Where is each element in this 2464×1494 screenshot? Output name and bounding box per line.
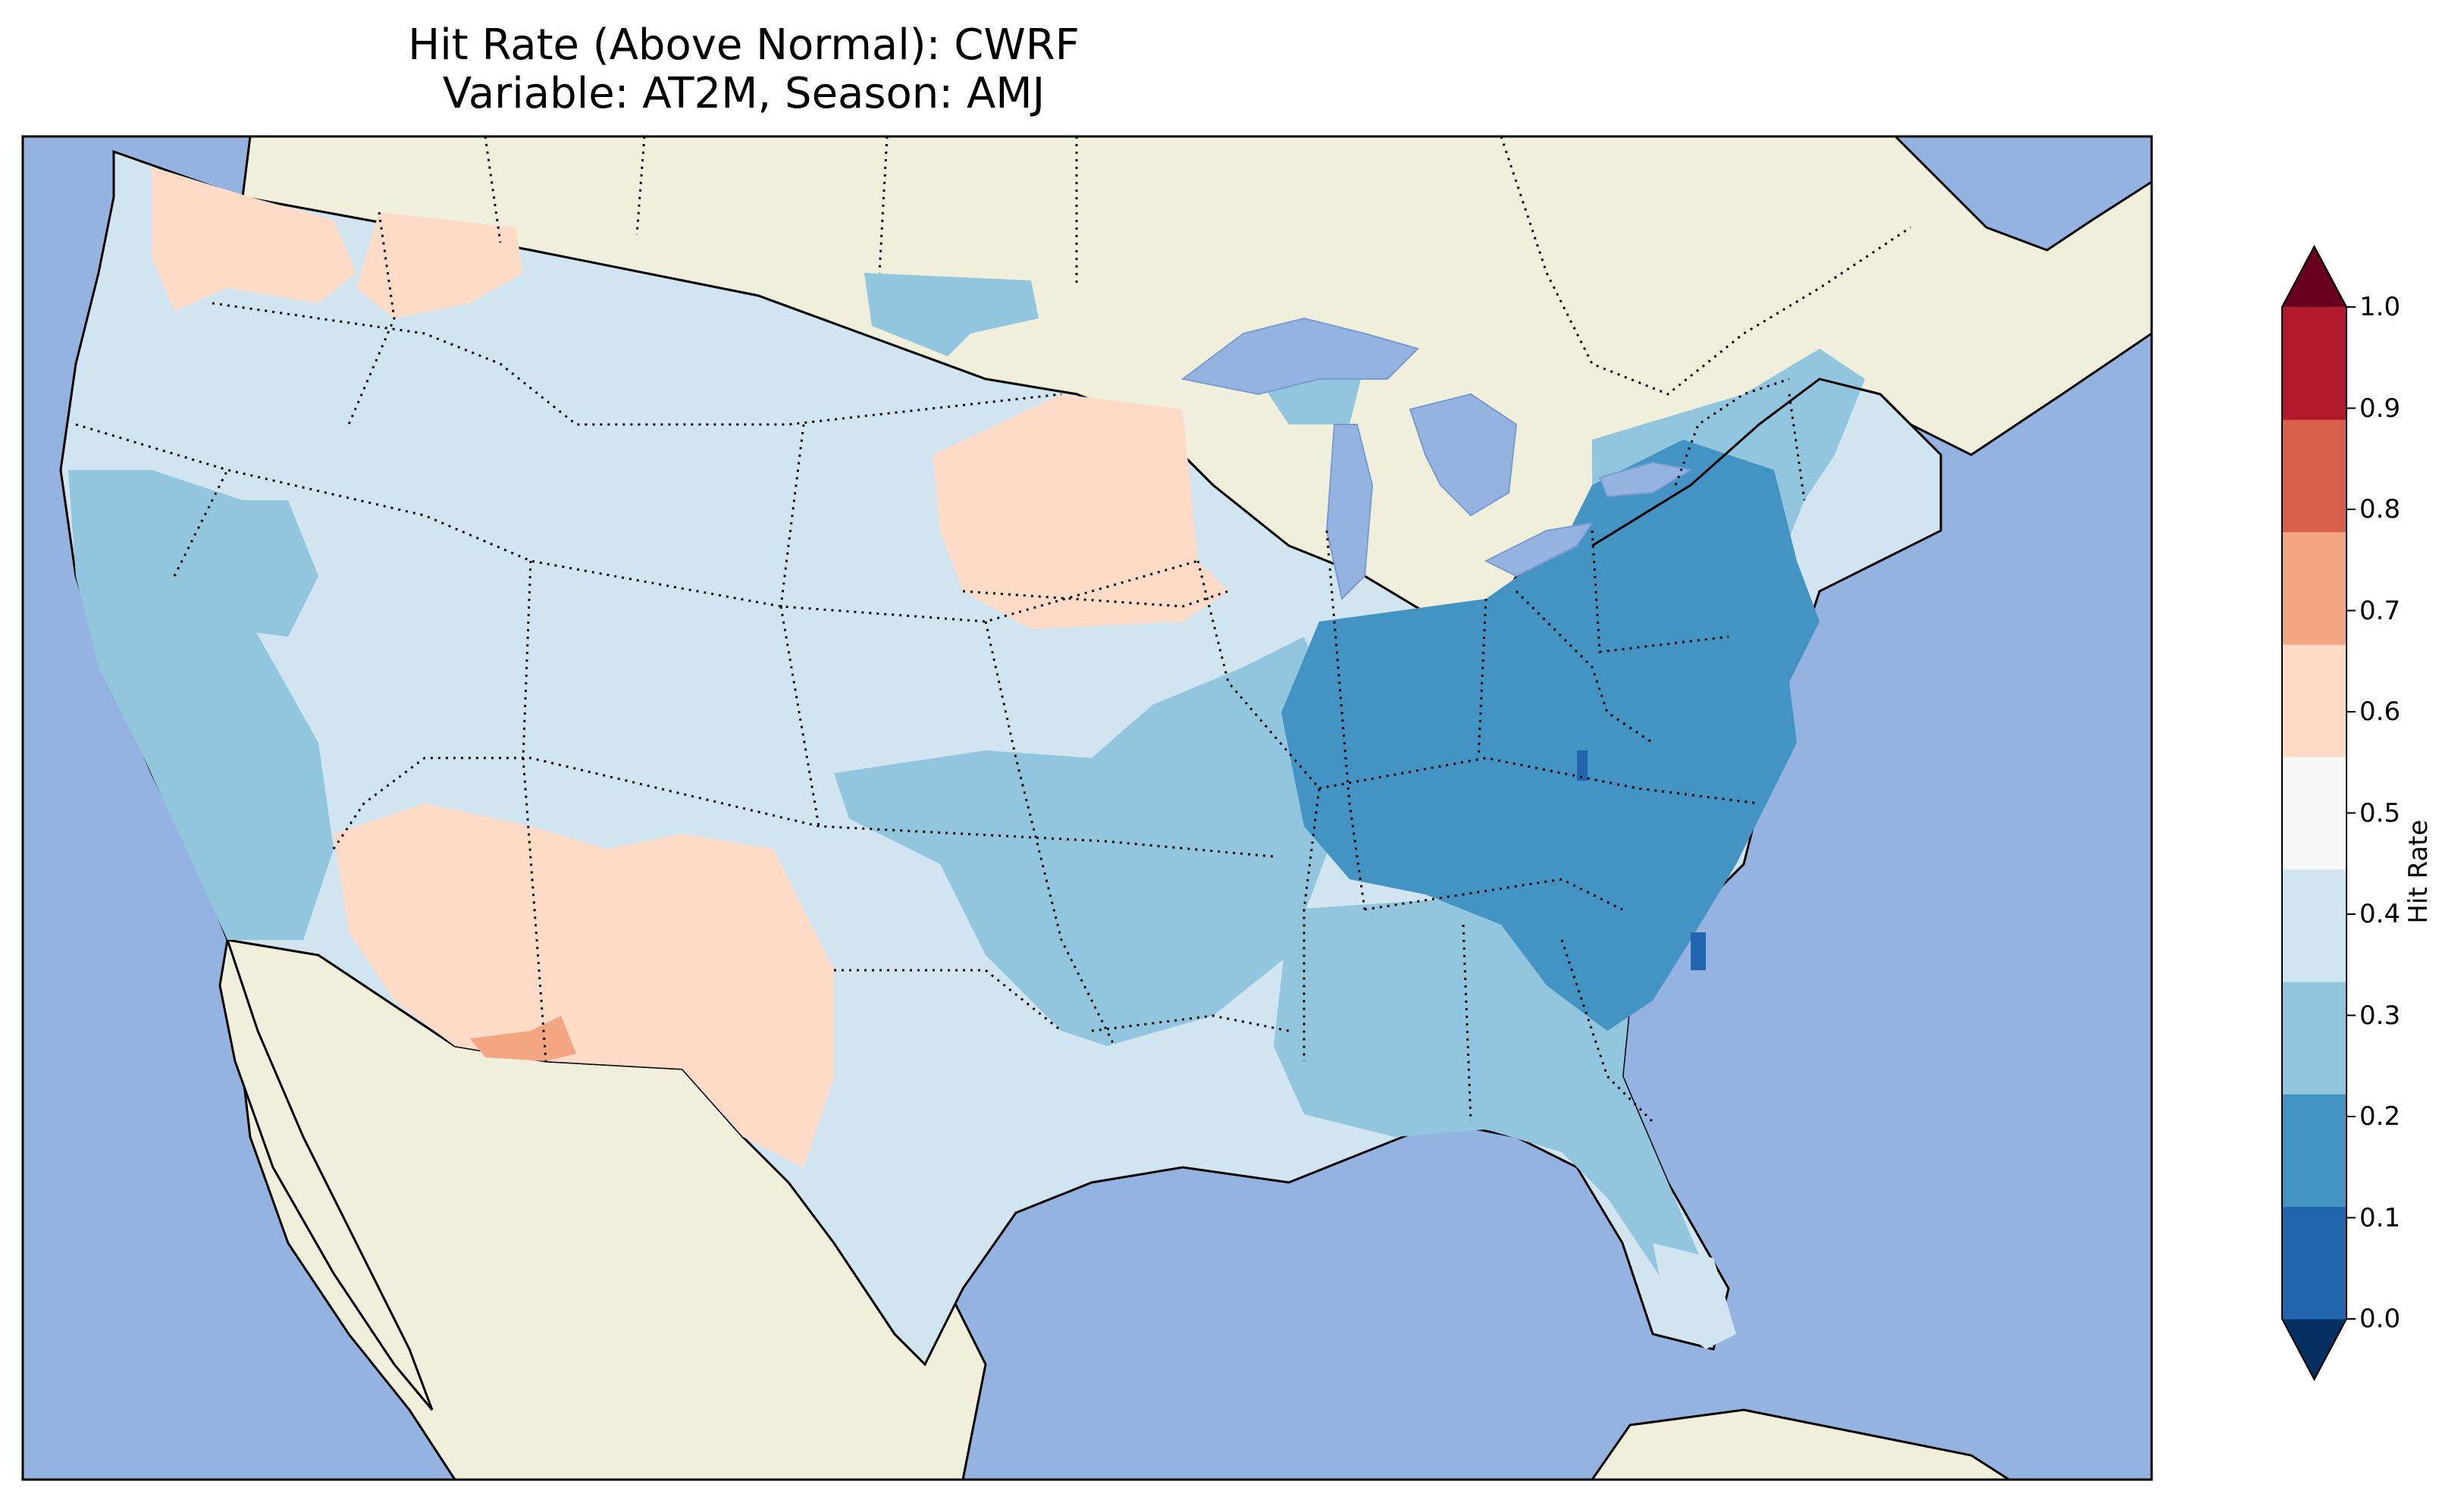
- map-title-line2: Variable: AT2M, Season: AMJ: [442, 69, 1045, 118]
- colorbar-tick-label: 0.2: [2359, 1101, 2401, 1132]
- colorbar-tick-label: 0.9: [2359, 393, 2401, 424]
- colorbar-label: Hit Rate: [2403, 819, 2434, 924]
- colorbar-segment: [2282, 869, 2346, 982]
- colorbar-tick-label: 0.7: [2359, 595, 2401, 626]
- region-az-border-0.6: [470, 1016, 576, 1061]
- map-frame: [21, 135, 2153, 1481]
- region-dakotas-0.5: [933, 394, 1228, 629]
- colorbar-segment: [2282, 756, 2346, 870]
- lake-erie: [1484, 521, 1594, 578]
- region-pnw-0.5: [152, 167, 356, 311]
- region-idaho-0.5: [356, 212, 523, 318]
- colorbar-segment: [2282, 531, 2346, 645]
- province-borders: [484, 136, 1911, 396]
- colorbar-tick-label: 0.1: [2359, 1202, 2401, 1233]
- colorbar-tick-label: 0.0: [2359, 1304, 2401, 1334]
- region-carolina-0.1: [1691, 932, 1706, 970]
- region-nevada-0.3: [197, 500, 318, 637]
- region-plains-0.3: [834, 637, 1334, 1046]
- colorbar-tick-label: 0.5: [2359, 797, 2401, 828]
- colorbar-tick-label: 0.3: [2359, 1000, 2401, 1031]
- map-title-line1: Hit Rate (Above Normal): CWRF: [408, 20, 1080, 70]
- region-ky-0.1: [1577, 750, 1588, 781]
- colorbar-tick-label: 0.8: [2359, 494, 2401, 525]
- lake-ontario: [1598, 461, 1693, 498]
- colorbar-segment: [2282, 1094, 2346, 1207]
- colorbar-segment: [2282, 419, 2346, 533]
- baja-peninsula: [218, 939, 434, 1411]
- colorbar-extend-low: [2282, 1319, 2346, 1380]
- map-area: [23, 136, 2152, 1480]
- colorbar-tick-label: 0.4: [2359, 899, 2401, 929]
- cuba-island: [1591, 1408, 2011, 1480]
- colorbar-segment: [2282, 982, 2346, 1095]
- coastline: [1591, 377, 1912, 547]
- region-florida-0.4: [1653, 1243, 1736, 1349]
- region-ohio-valley-0.2: [1281, 440, 1820, 1031]
- state-borders: [75, 211, 1806, 1123]
- region-montana-0.3: [864, 273, 1039, 356]
- region-west-coast-0.3: [68, 470, 334, 940]
- colorbar-tick-label: 1.0: [2359, 292, 2401, 322]
- lake-huron: [1409, 393, 1518, 517]
- colorbar-tick-label: 0.6: [2359, 697, 2401, 727]
- region-southwest-0.5: [334, 803, 834, 1167]
- lake-superior: [1180, 317, 1419, 396]
- colorbar: [2281, 244, 2356, 1382]
- colorbar-segment: [2282, 1206, 2346, 1320]
- colorbar-extend-high: [2282, 246, 2346, 307]
- colorbar-segment: [2282, 644, 2346, 757]
- colorbar-segment: [2282, 307, 2346, 420]
